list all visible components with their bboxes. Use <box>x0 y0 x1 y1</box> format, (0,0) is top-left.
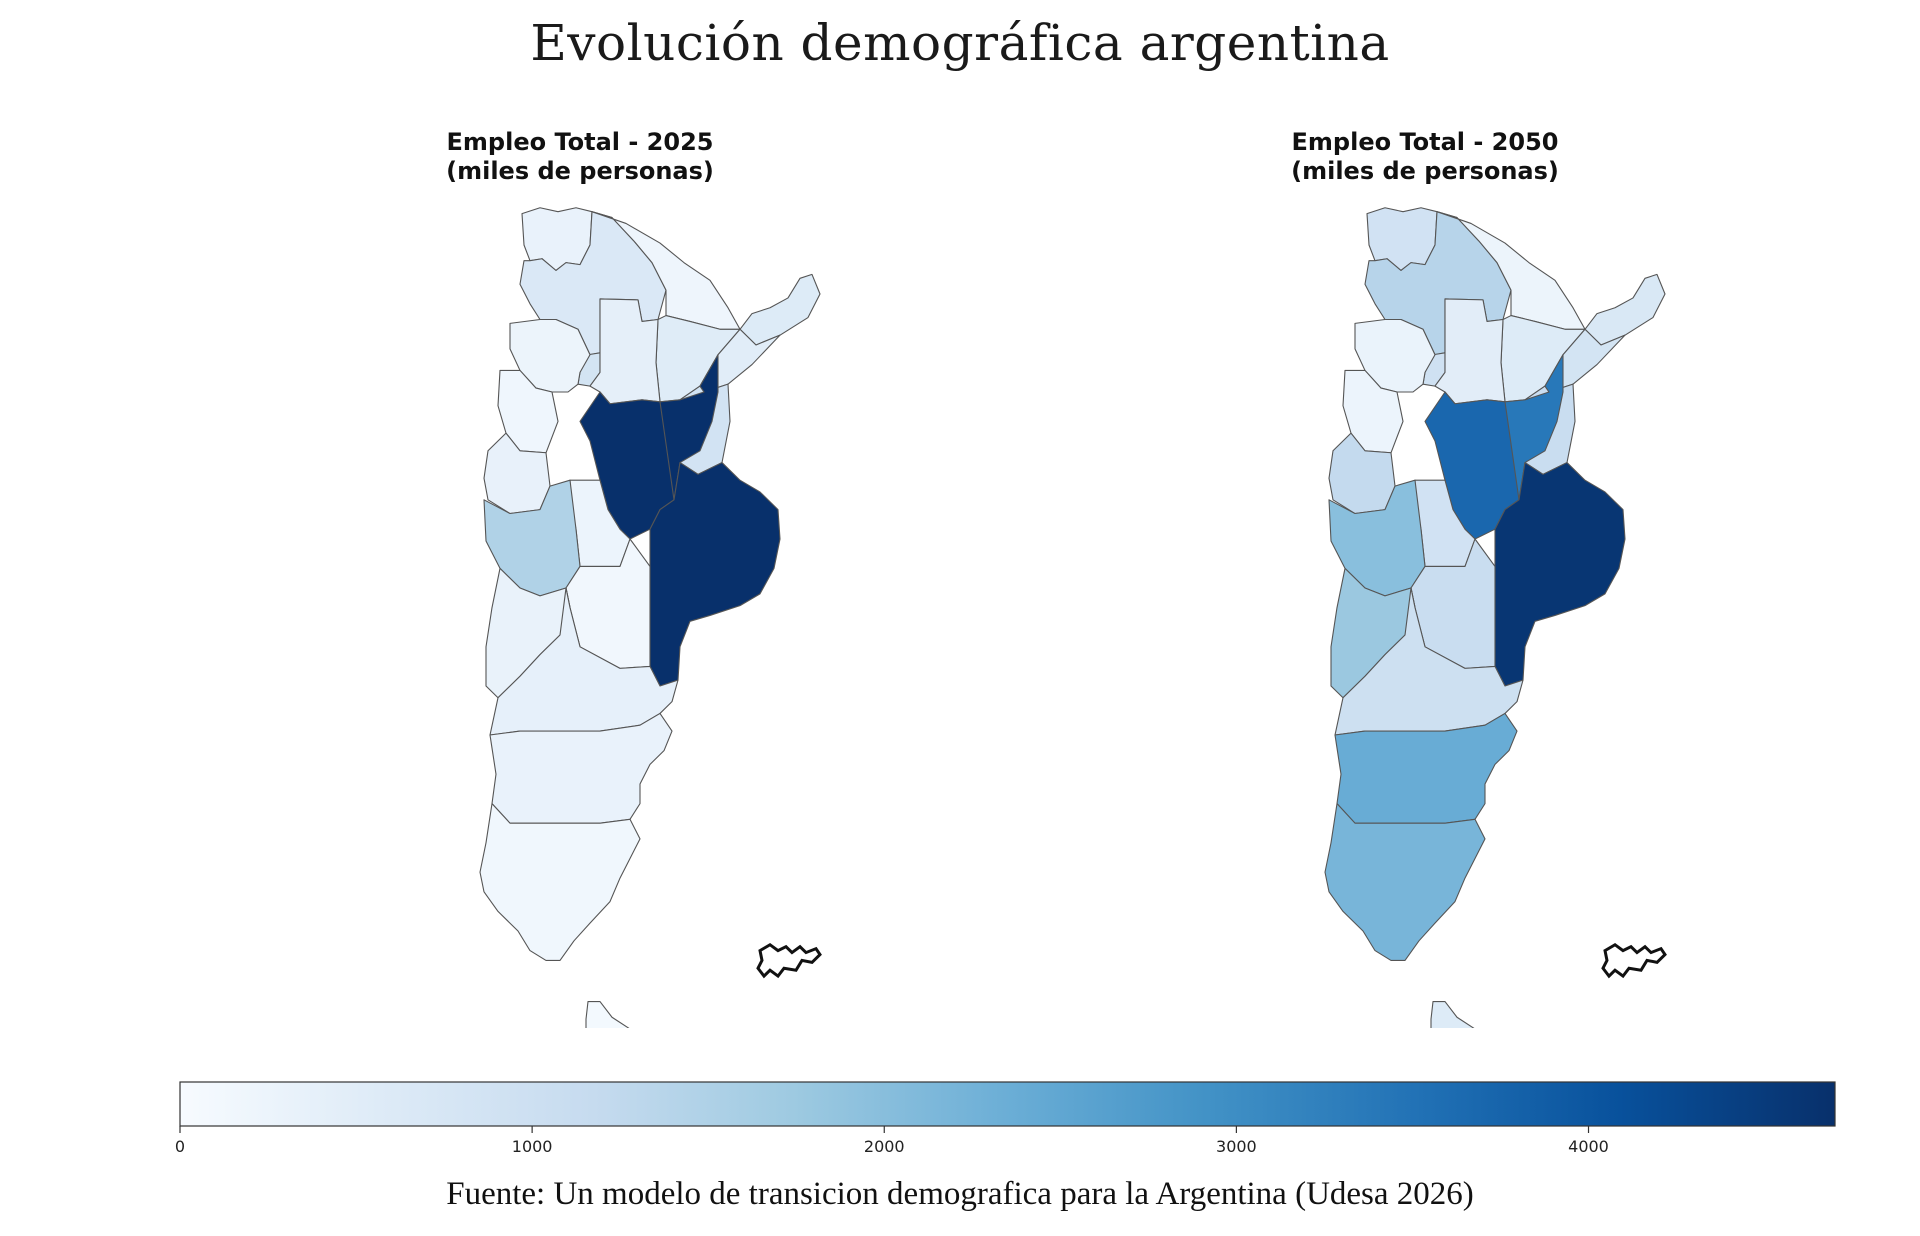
province-la-rioja <box>1342 369 1404 454</box>
colorbar-tick-label: 0 <box>175 1137 185 1156</box>
colorbar-tick-label: 1000 <box>512 1137 553 1156</box>
province-misiones <box>739 273 821 346</box>
colorbar-gradient <box>179 1081 1836 1127</box>
map-2025 <box>479 207 822 1028</box>
colorbar-svg: 0 1000 2000 3000 4000 <box>175 1081 1836 1156</box>
map-title-2025: Empleo Total - 2025 (miles de personas) <box>180 128 980 186</box>
province-la-rioja <box>497 369 559 454</box>
province-santa-cruz <box>1324 803 1486 961</box>
province-tierra-del-fuego <box>1430 1001 1475 1028</box>
source-note: Fuente: Un modelo de transicion demograf… <box>446 1176 1474 1212</box>
map-panel-2025: Empleo Total - 2025 (miles de personas) <box>180 128 980 1028</box>
province-tierra-del-fuego <box>585 1001 630 1028</box>
malvinas-islands <box>756 942 822 979</box>
map-title-line2: (miles de personas) <box>1291 157 1559 185</box>
colorbar-tick-label: 4000 <box>1568 1137 1609 1156</box>
province-misiones <box>1584 273 1666 346</box>
map-title-line1: Empleo Total - 2050 <box>1291 128 1559 156</box>
map-title-line1: Empleo Total - 2025 <box>446 128 714 156</box>
colorbar-tick-label: 3000 <box>1216 1137 1257 1156</box>
map-title-2050: Empleo Total - 2050 (miles de personas) <box>1025 128 1825 186</box>
map-2050 <box>1324 207 1667 1028</box>
province-santa-cruz <box>479 803 641 961</box>
colorbar: 0 1000 2000 3000 4000 <box>0 1070 1920 1160</box>
map-title-line2: (miles de personas) <box>446 157 714 185</box>
malvinas-islands <box>1601 942 1667 979</box>
colorbar-tick-label: 2000 <box>864 1137 905 1156</box>
main-title: Evolución demográfica argentina <box>530 14 1390 72</box>
map-panel-2050: Empleo Total - 2050 (miles de personas) <box>1025 128 1825 1028</box>
